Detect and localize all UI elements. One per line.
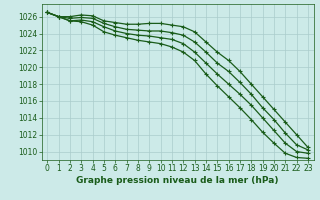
X-axis label: Graphe pression niveau de la mer (hPa): Graphe pression niveau de la mer (hPa) — [76, 176, 279, 185]
